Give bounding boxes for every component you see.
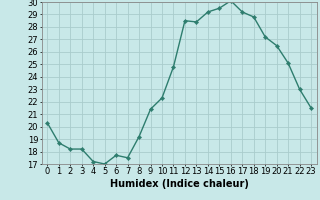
X-axis label: Humidex (Indice chaleur): Humidex (Indice chaleur) (110, 179, 249, 189)
